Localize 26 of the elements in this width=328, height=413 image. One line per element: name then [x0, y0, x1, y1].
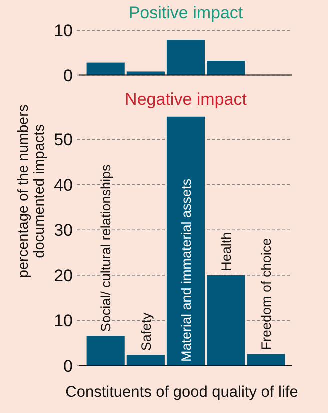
- x-tick-label: Material and immaterial assets: [178, 178, 194, 362]
- x-tick-label: Freedom of choice: [259, 238, 274, 350]
- y-tick-label: 0: [64, 356, 73, 376]
- y-tick-label: 30: [54, 221, 73, 240]
- y-tick-label: 20: [54, 266, 73, 286]
- x-tick-label: Social/ cultural relationships: [98, 164, 114, 332]
- x-axis-title: Constituents of good quality of life: [66, 384, 298, 401]
- bar: [166, 40, 206, 76]
- bar: [166, 116, 206, 366]
- chart-title: Positive impact: [128, 4, 244, 23]
- y-tick-label: 50: [54, 130, 73, 150]
- bar: [247, 354, 286, 366]
- y-tick-label: 0: [64, 66, 73, 86]
- y-tick-label: 40: [54, 176, 73, 195]
- bar: [86, 336, 125, 366]
- y-tick-label: 10: [54, 22, 73, 41]
- y-axis-title: percentage of the numbers documented impacts: [16, 104, 48, 278]
- bar: [86, 62, 125, 76]
- chart-title: Negative impact: [125, 90, 248, 109]
- bar: [207, 275, 246, 366]
- y-tick-label: 10: [54, 312, 73, 331]
- x-tick-label: Health: [218, 232, 234, 272]
- bar: [126, 355, 165, 366]
- bar: [207, 61, 246, 76]
- bar: [126, 72, 165, 76]
- x-tick-label: Safety: [138, 312, 154, 352]
